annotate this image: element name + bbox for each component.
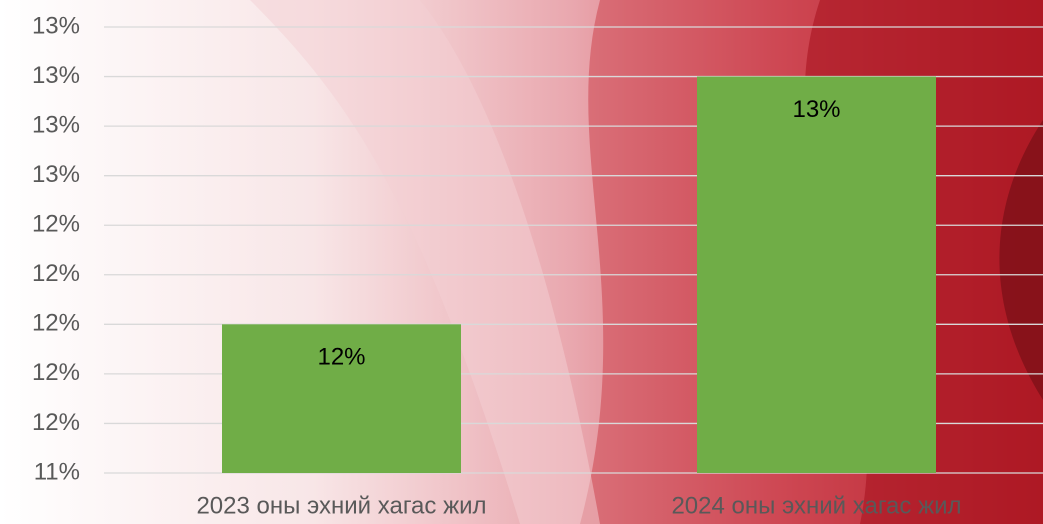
y-tick-label: 12% (32, 211, 80, 238)
y-tick-label: 13% (32, 161, 80, 188)
y-tick-label: 12% (32, 359, 80, 386)
page: {"chart_data": {"type": "bar", "categori… (0, 0, 1043, 524)
x-tick-label: 2024 оны эхний хагас жил (671, 492, 961, 519)
chart: 11% 12% 12% 12% 12% 12% 13% 13% 13% 13% 2023 оны э… (0, 0, 1043, 524)
x-tick-label: 2023 оны эхний хагас жил (196, 492, 486, 519)
bar (697, 77, 936, 473)
y-tick-label: 12% (32, 310, 80, 337)
y-tick-label: 11% (34, 458, 80, 485)
y-tick-label: 12% (32, 260, 80, 287)
y-tick-label: 13% (32, 12, 80, 39)
y-tick-label: 12% (32, 409, 80, 436)
y-tick-label: 13% (32, 62, 80, 89)
data-label: 13% (792, 96, 840, 123)
y-tick-label: 13% (32, 111, 80, 138)
data-label: 12% (317, 344, 365, 371)
